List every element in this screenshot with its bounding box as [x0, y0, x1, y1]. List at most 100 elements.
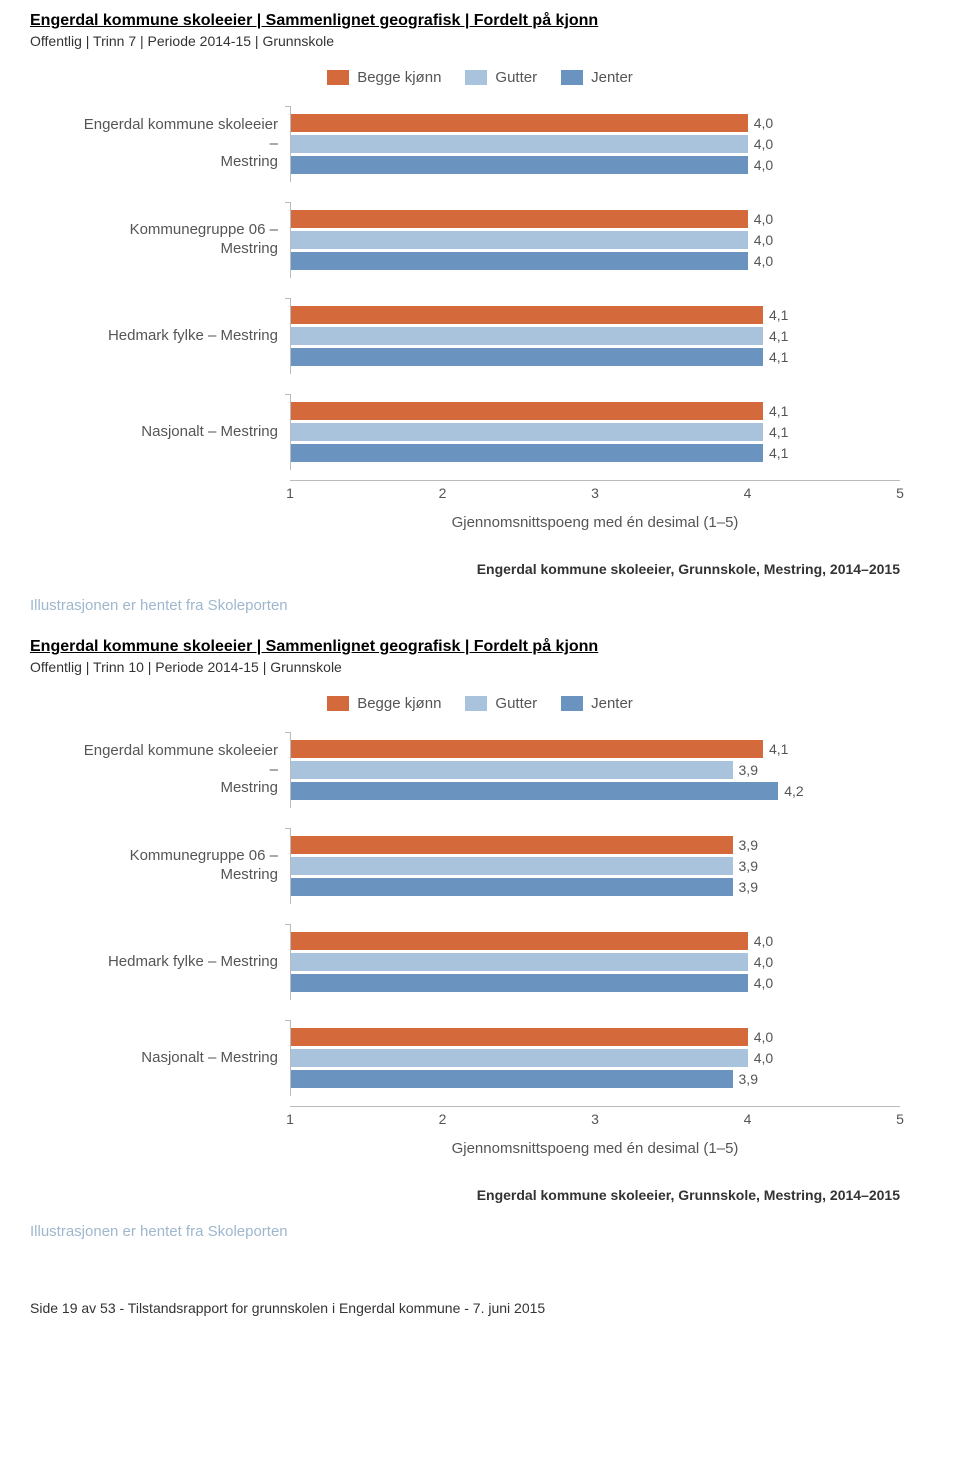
- chart-bar-row: 4,1: [291, 327, 900, 345]
- chart-bar-row: 4,0: [291, 953, 900, 971]
- chart-bar-row: 4,1: [291, 444, 900, 462]
- chart-bar-value: 4,0: [754, 136, 773, 152]
- chart-bar: [291, 348, 763, 366]
- xaxis-tick: 2: [439, 1111, 447, 1127]
- swatch-begge-2: [327, 696, 349, 711]
- chart-bar: [291, 857, 733, 875]
- chart-bar: [291, 974, 748, 992]
- chart1-plot: Engerdal kommune skoleeier –Mestring4,04…: [80, 106, 900, 531]
- chart-bar-value: 3,9: [739, 858, 758, 874]
- chart1-subtitle: Offentlig | Trinn 7 | Periode 2014-15 | …: [30, 33, 930, 49]
- xaxis-tick: 4: [744, 485, 752, 501]
- chart2-subtitle: Offentlig | Trinn 10 | Periode 2014-15 |…: [30, 659, 930, 675]
- chart-bar-row: 4,1: [291, 306, 900, 324]
- swatch-gutter-2: [465, 696, 487, 711]
- chart2-legend: Begge kjønn Gutter Jenter: [30, 695, 930, 712]
- chart-bar: [291, 953, 748, 971]
- chart-bars-cell: 4,1 3,9 4,2: [290, 732, 900, 808]
- chart-bar: [291, 444, 763, 462]
- swatch-gutter: [465, 70, 487, 85]
- chart-group-label: Engerdal kommune skoleeier –Mestring: [80, 106, 290, 182]
- chart-group-row: Engerdal kommune skoleeier –Mestring4,04…: [80, 106, 900, 182]
- legend-label-begge-2: Begge kjønn: [357, 695, 441, 712]
- chart-bar-value: 4,0: [754, 157, 773, 173]
- chart2-note: Illustrasjonen er hentet fra Skoleporten: [30, 1223, 930, 1240]
- chart-group-row: Nasjonalt – Mestring 4,1 4,1 4,1: [80, 394, 900, 470]
- chart-bar-value: 4,0: [754, 933, 773, 949]
- chart-bar-row: 4,0: [291, 974, 900, 992]
- chart-bar-value: 4,1: [769, 445, 788, 461]
- chart-group-row: Nasjonalt – Mestring4,04,03,9: [80, 1020, 900, 1096]
- chart-bar: [291, 327, 763, 345]
- chart-bar-row: 3,9: [291, 836, 900, 854]
- xaxis-tick: 3: [591, 485, 599, 501]
- legend-label-jenter-2: Jenter: [591, 695, 633, 712]
- chart-bar-row: 4,2: [291, 782, 900, 800]
- chart-group-label: Hedmark fylke – Mestring: [80, 924, 290, 1000]
- chart-bar: [291, 1049, 748, 1067]
- chart-group-label: Kommunegruppe 06 –Mestring: [80, 828, 290, 904]
- chart-bar: [291, 932, 748, 950]
- chart-bars-cell: 4,0 4,0 4,0: [290, 106, 900, 182]
- chart1-source: Engerdal kommune skoleeier, Grunnskole, …: [30, 561, 900, 577]
- chart-group-label: Kommunegruppe 06 –Mestring: [80, 202, 290, 278]
- chart2-section: Engerdal kommune skoleeier | Sammenligne…: [30, 638, 930, 1240]
- chart-bar-row: 3,9: [291, 761, 900, 779]
- page-footer: Side 19 av 53 - Tilstandsrapport for gru…: [30, 1300, 930, 1316]
- xaxis-tick: 2: [439, 485, 447, 501]
- xaxis-tick: 5: [896, 1111, 904, 1127]
- chart1-title: Engerdal kommune skoleeier | Sammenligne…: [30, 12, 930, 30]
- chart-bar-row: 3,9: [291, 1070, 900, 1088]
- xaxis-tick: 3: [591, 1111, 599, 1127]
- chart-bar: [291, 836, 733, 854]
- legend-item-begge-2: Begge kjønn: [327, 695, 441, 712]
- chart-bar-value: 4,0: [754, 211, 773, 227]
- chart-bars-cell: 4,1 4,1 4,1: [290, 298, 900, 374]
- chart-bar-row: 4,0: [291, 1028, 900, 1046]
- chart-bar-value: 4,1: [769, 328, 788, 344]
- chart-bar: [291, 740, 763, 758]
- chart-group-row: Engerdal kommune skoleeier –Mestring 4,1 3…: [80, 732, 900, 808]
- chart-bar: [291, 402, 763, 420]
- chart-bar-value: 4,1: [769, 424, 788, 440]
- chart-bars-cell: 3,93,93,9: [290, 828, 900, 904]
- chart-group-label: Engerdal kommune skoleeier –Mestring: [80, 732, 290, 808]
- chart2-source: Engerdal kommune skoleeier, Grunnskole, …: [30, 1187, 900, 1203]
- chart-bar-row: 4,0: [291, 156, 900, 174]
- chart-bar-value: 4,0: [754, 1029, 773, 1045]
- legend-item-gutter-2: Gutter: [465, 695, 537, 712]
- chart-bar: [291, 761, 733, 779]
- chart-bar-row: 4,1: [291, 423, 900, 441]
- xaxis-tick: 4: [744, 1111, 752, 1127]
- chart-bar: [291, 306, 763, 324]
- chart-bar-value: 4,1: [769, 307, 788, 323]
- chart-bar-value: 4,1: [769, 741, 788, 757]
- chart-group-label: Nasjonalt – Mestring: [80, 394, 290, 470]
- chart-bar: [291, 231, 748, 249]
- chart-group-label: Hedmark fylke – Mestring: [80, 298, 290, 374]
- chart-bar-value: 4,0: [754, 115, 773, 131]
- chart-bar-row: 4,0: [291, 252, 900, 270]
- xaxis-tick: 1: [286, 1111, 294, 1127]
- legend-item-jenter-2: Jenter: [561, 695, 633, 712]
- chart-bar: [291, 135, 748, 153]
- chart-bar-value: 4,0: [754, 232, 773, 248]
- chart-bar-value: 4,1: [769, 349, 788, 365]
- chart-bar: [291, 1028, 748, 1046]
- chart-bar: [291, 423, 763, 441]
- chart1-note: Illustrasjonen er hentet fra Skoleporten: [30, 597, 930, 614]
- chart-bar-row: 4,0: [291, 1049, 900, 1067]
- chart-bar: [291, 114, 748, 132]
- chart-bar-value: 4,1: [769, 403, 788, 419]
- chart-bar-value: 3,9: [739, 1071, 758, 1087]
- chart-bar-value: 4,0: [754, 1050, 773, 1066]
- chart1-section: Engerdal kommune skoleeier | Sammenligne…: [30, 12, 930, 614]
- chart2-plot: Engerdal kommune skoleeier –Mestring 4,1 3…: [80, 732, 900, 1157]
- chart-bar-row: 4,1: [291, 740, 900, 758]
- chart-bar: [291, 878, 733, 896]
- legend-label-gutter-2: Gutter: [495, 695, 537, 712]
- legend-label-gutter: Gutter: [495, 69, 537, 86]
- xaxis-title: Gjennomsnittspoeng med én desimal (1–5): [290, 1140, 900, 1157]
- chart-bar-row: 4,0: [291, 114, 900, 132]
- chart-bars-cell: 4,1 4,1 4,1: [290, 394, 900, 470]
